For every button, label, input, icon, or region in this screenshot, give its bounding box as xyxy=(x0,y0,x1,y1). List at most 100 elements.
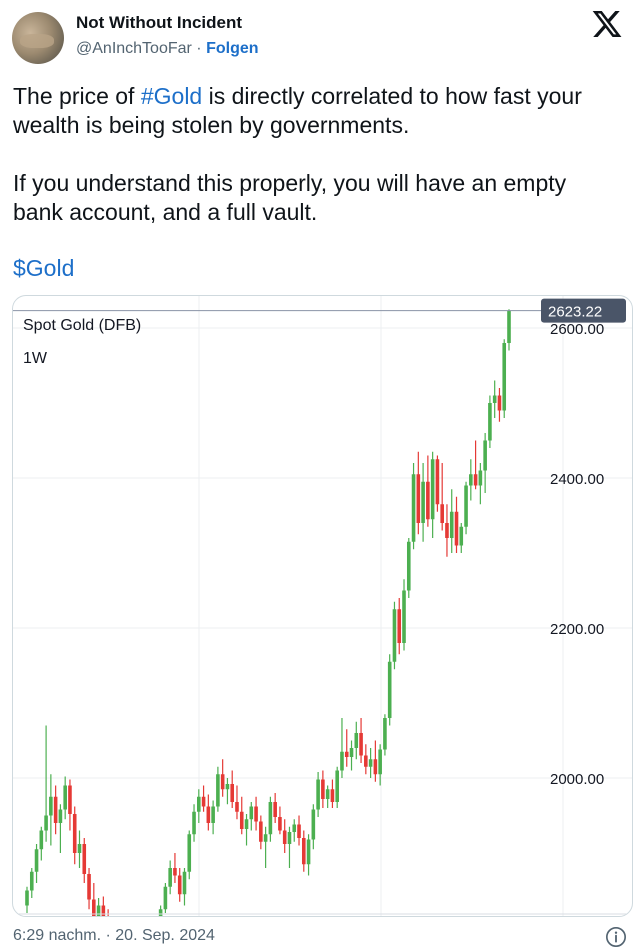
candle xyxy=(244,814,249,846)
candle xyxy=(483,433,487,493)
candle xyxy=(478,463,483,505)
candle xyxy=(392,601,397,670)
candle xyxy=(177,868,182,902)
candle xyxy=(58,804,63,853)
chart-title: Spot Gold (DFB) xyxy=(23,317,142,334)
candle xyxy=(92,883,96,916)
candle xyxy=(182,868,187,906)
hashtag-link[interactable]: #Gold xyxy=(140,83,203,109)
candle xyxy=(29,868,34,898)
y-tick-label: 2000.00 xyxy=(550,771,604,788)
candle xyxy=(330,779,335,808)
candle xyxy=(192,804,196,842)
candle xyxy=(72,806,77,865)
author-handle[interactable]: @AnInchTooFar xyxy=(76,40,192,57)
candle xyxy=(364,744,368,775)
candle xyxy=(187,830,192,880)
tweet-header: Not Without Incident @AnInchTooFar · Fol… xyxy=(0,0,633,70)
candle xyxy=(497,388,502,422)
candle xyxy=(440,463,444,531)
candle xyxy=(406,538,411,598)
candle xyxy=(469,459,473,501)
candle xyxy=(402,579,406,651)
candle xyxy=(282,819,287,853)
handle-separator: · xyxy=(191,40,207,57)
candle xyxy=(158,905,163,916)
candle xyxy=(359,718,363,763)
candle xyxy=(25,886,29,913)
info-circle-icon[interactable] xyxy=(605,926,627,948)
candle xyxy=(268,796,273,842)
candle xyxy=(354,721,359,760)
candle xyxy=(220,759,225,797)
candle xyxy=(321,770,325,808)
candle xyxy=(39,826,44,861)
candle xyxy=(197,789,201,823)
candle xyxy=(435,455,440,512)
candle xyxy=(249,802,254,831)
tweet-text-segment: The price of xyxy=(13,83,141,109)
follow-button[interactable]: Folgen xyxy=(206,40,259,57)
last-price-badge xyxy=(541,298,626,323)
candle xyxy=(297,815,301,846)
candle xyxy=(230,770,235,808)
candle xyxy=(107,909,109,916)
candle xyxy=(168,860,172,895)
candle xyxy=(225,778,230,805)
avatar[interactable] xyxy=(12,12,64,64)
candle xyxy=(273,793,277,823)
candle xyxy=(426,455,430,527)
candle xyxy=(201,785,206,812)
candle xyxy=(421,463,425,542)
candle xyxy=(68,779,72,831)
candle xyxy=(301,830,306,872)
candle xyxy=(63,776,67,820)
candle xyxy=(459,523,464,553)
candle xyxy=(445,504,449,557)
candle xyxy=(34,844,39,883)
candle xyxy=(239,796,244,835)
candle xyxy=(235,785,239,820)
candle xyxy=(254,796,258,831)
last-price-label: 2623.22 xyxy=(548,304,602,321)
tweet-timestamp[interactable]: 6:29 nachm. · 20. Sep. 2024 xyxy=(13,927,215,944)
candle xyxy=(211,800,215,835)
candle xyxy=(349,740,354,771)
y-tick-label: 2400.00 xyxy=(550,471,604,488)
candle xyxy=(473,440,478,490)
candle xyxy=(411,463,416,550)
cashtag-link[interactable]: $Gold xyxy=(13,255,75,281)
candle xyxy=(507,309,511,351)
candle xyxy=(492,380,497,418)
candle xyxy=(278,806,282,835)
candle xyxy=(449,489,454,553)
candle xyxy=(49,774,53,846)
candle xyxy=(378,744,382,786)
tweet-text-segment: is directly correlated to how fast your … xyxy=(13,83,582,138)
candle xyxy=(87,868,91,910)
candle xyxy=(306,834,311,876)
y-tick-label: 2600.00 xyxy=(550,321,604,338)
candle xyxy=(373,740,378,782)
candle xyxy=(96,898,101,916)
chart-interval: 1W xyxy=(23,350,47,367)
author-display-name[interactable]: Not Without Incident xyxy=(76,13,243,32)
chart-image[interactable]: 2000.00 2200.00 2400.00 2600.00 2623.22 Spot… xyxy=(12,295,633,917)
candle xyxy=(53,785,58,835)
candle xyxy=(397,598,402,655)
candle xyxy=(263,826,268,868)
tweet-text: The price of #Gold is directly correlate… xyxy=(13,82,618,227)
candle xyxy=(101,896,106,916)
candle xyxy=(464,481,468,535)
x-logo-icon[interactable] xyxy=(591,8,623,40)
candle xyxy=(416,451,421,535)
candle xyxy=(368,748,373,778)
candle xyxy=(216,766,220,812)
candle xyxy=(325,785,330,808)
candle xyxy=(292,819,297,842)
candle xyxy=(44,725,48,842)
candle xyxy=(335,766,339,808)
candle xyxy=(163,883,168,913)
candle xyxy=(387,654,392,726)
